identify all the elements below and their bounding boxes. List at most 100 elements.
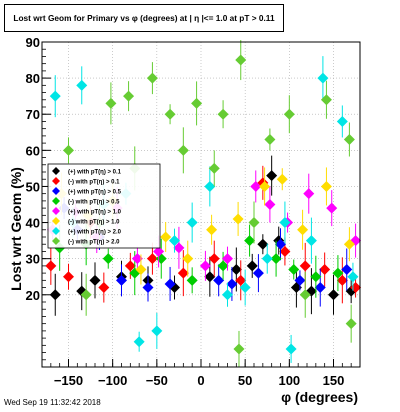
y-tick-label: 40 bbox=[26, 216, 40, 231]
data-point bbox=[131, 253, 143, 265]
legend-marker bbox=[52, 227, 60, 235]
data-point bbox=[279, 217, 291, 229]
data-point bbox=[264, 199, 276, 210]
legend-label: (-) with pT(η) > 0.5 bbox=[68, 200, 120, 206]
data-point bbox=[319, 264, 331, 275]
data-point bbox=[177, 144, 189, 156]
data-point bbox=[226, 278, 238, 290]
data-point bbox=[317, 72, 329, 84]
data-point bbox=[45, 260, 57, 272]
data-point bbox=[222, 253, 233, 265]
data-point bbox=[297, 224, 309, 236]
data-point bbox=[283, 108, 295, 120]
data-point bbox=[204, 271, 216, 283]
y-tick-label: 90 bbox=[26, 35, 40, 50]
legend-marker bbox=[52, 217, 60, 225]
data-point bbox=[98, 282, 110, 294]
x-tick-label: −50 bbox=[146, 373, 168, 388]
legend-marker bbox=[52, 187, 60, 195]
data-point bbox=[142, 282, 154, 294]
data-point bbox=[124, 260, 136, 272]
data-point bbox=[63, 144, 74, 156]
data-point bbox=[250, 180, 262, 192]
data-point bbox=[105, 97, 117, 109]
data-point bbox=[232, 213, 244, 225]
y-tick-label: 70 bbox=[26, 107, 40, 122]
data-point bbox=[164, 108, 176, 120]
data-point bbox=[303, 188, 315, 200]
data-point bbox=[347, 271, 359, 283]
data-point bbox=[116, 274, 127, 286]
x-axis-label: φ (degrees) bbox=[281, 389, 358, 405]
data-point bbox=[279, 245, 291, 257]
data-point bbox=[257, 238, 269, 250]
data-point bbox=[235, 54, 247, 66]
y-tick-label: 50 bbox=[26, 179, 40, 194]
data-point bbox=[230, 264, 242, 275]
data-point bbox=[299, 260, 311, 272]
y-tick-label: 60 bbox=[26, 143, 40, 158]
legend-label: (-) with pT(η) > 1.0 bbox=[68, 220, 120, 226]
data-point bbox=[102, 253, 114, 265]
legend-marker bbox=[52, 237, 60, 245]
data-point bbox=[213, 274, 225, 286]
data-point bbox=[123, 90, 135, 102]
data-point bbox=[135, 264, 147, 275]
legend-marker bbox=[52, 167, 60, 175]
data-point bbox=[285, 343, 297, 355]
data-point bbox=[49, 90, 61, 102]
data-point bbox=[222, 289, 233, 301]
legend-label: (+) with pT(η) > 0.5 bbox=[68, 190, 122, 196]
data-point bbox=[63, 271, 74, 283]
data-point bbox=[310, 271, 322, 283]
data-point bbox=[235, 274, 247, 286]
data-point bbox=[153, 245, 165, 257]
data-point bbox=[244, 235, 256, 247]
data-point bbox=[146, 253, 158, 265]
legend-label: (+) with pT(η) > 0.1 bbox=[68, 170, 122, 176]
data-point bbox=[173, 242, 185, 254]
chart-title-text: Lost wrt Geom for Primary vs φ (degrees)… bbox=[13, 13, 275, 23]
y-tick-label: 30 bbox=[26, 252, 40, 267]
data-point bbox=[208, 162, 220, 174]
data-point bbox=[336, 274, 348, 286]
data-point bbox=[252, 267, 264, 279]
x-tick-label: 0 bbox=[197, 373, 204, 388]
data-point bbox=[270, 253, 282, 265]
data-point bbox=[160, 231, 172, 243]
data-point bbox=[217, 260, 229, 272]
data-point bbox=[343, 238, 355, 250]
data-point bbox=[261, 253, 273, 265]
legend-marker bbox=[52, 207, 60, 215]
legend-label: (+) with pT(η) > 1.0 bbox=[68, 210, 122, 216]
y-tick-label: 20 bbox=[26, 288, 40, 303]
data-point bbox=[217, 108, 229, 120]
data-point bbox=[332, 267, 344, 279]
x-tick-label: −150 bbox=[54, 373, 83, 388]
data-point bbox=[76, 79, 88, 91]
legend-marker bbox=[52, 197, 60, 205]
data-point bbox=[320, 180, 332, 192]
data-point bbox=[146, 72, 158, 84]
x-tick-label: 100 bbox=[278, 373, 300, 388]
y-tick-label: 80 bbox=[26, 71, 40, 86]
data-point bbox=[164, 278, 176, 290]
legend-label: (-) with pT(η) > 2.0 bbox=[68, 240, 120, 246]
data-point bbox=[305, 235, 317, 247]
axis-ticks: −150 −100 −50 0 50 100 150 20 30 40 50 60 70 80 90 bbox=[26, 35, 361, 388]
data-point bbox=[275, 238, 286, 250]
data-point bbox=[199, 260, 211, 272]
data-point bbox=[266, 170, 278, 182]
data-point bbox=[80, 289, 92, 301]
x-tick-label: 50 bbox=[238, 373, 252, 388]
data-point bbox=[208, 253, 220, 265]
data-point bbox=[169, 235, 180, 247]
data-point bbox=[204, 180, 216, 192]
legend-marker bbox=[52, 177, 60, 185]
x-tick-label: 150 bbox=[323, 373, 345, 388]
data-point bbox=[89, 274, 101, 286]
data-point bbox=[49, 289, 61, 301]
data-point bbox=[336, 115, 348, 127]
data-point bbox=[206, 224, 218, 236]
legend-label: (+) with pT(η) > 2.0 bbox=[68, 230, 122, 236]
